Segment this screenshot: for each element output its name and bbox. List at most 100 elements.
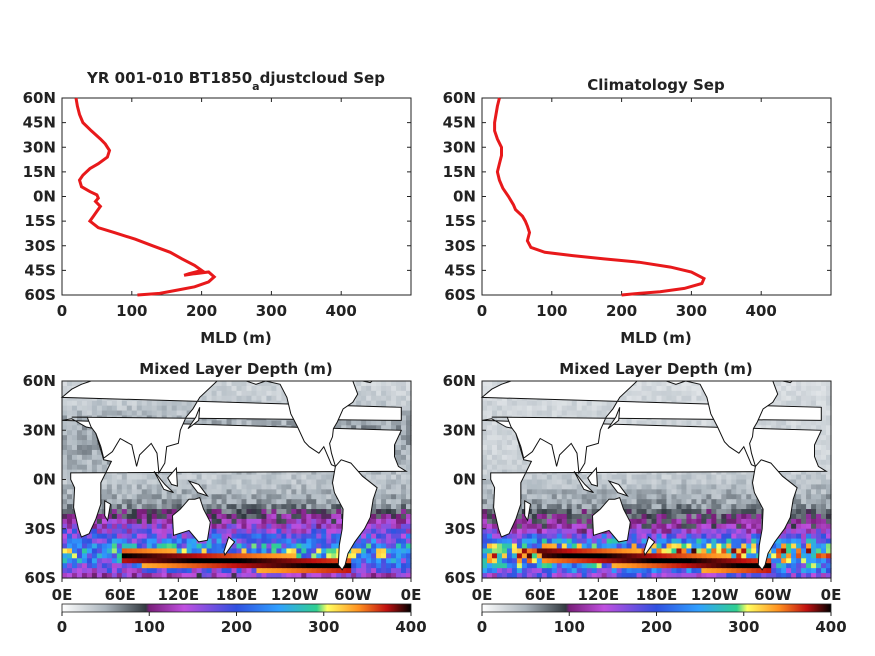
map-cell [751, 513, 757, 520]
map-cell [101, 523, 108, 530]
map-cell [96, 449, 103, 456]
map-cell [371, 395, 377, 402]
map-cell [571, 513, 578, 520]
map-cell [62, 484, 68, 490]
map-cell [96, 518, 103, 525]
map-cell [291, 553, 297, 559]
map-cell [66, 410, 73, 417]
map-cell [306, 573, 312, 579]
map-cell [561, 479, 568, 486]
map-cell [366, 474, 372, 481]
map-cell [161, 533, 168, 540]
map-cell [751, 494, 757, 500]
map-cell [676, 484, 683, 490]
map-cell [211, 523, 218, 530]
map-cell [706, 494, 712, 500]
map-cell [501, 459, 508, 466]
map-cell [66, 568, 73, 574]
map-cell [401, 425, 407, 431]
map-cell [151, 509, 158, 515]
map-cell [641, 420, 648, 426]
map-cell [106, 518, 113, 525]
map-cell [281, 489, 287, 495]
map-cell [391, 543, 397, 550]
map-cell [226, 518, 233, 525]
map-cell [482, 445, 488, 451]
map-cell [356, 568, 362, 574]
y-tick-label: 30S [24, 237, 56, 255]
map-cell [586, 494, 593, 500]
map-cell [381, 494, 387, 500]
map-cell [396, 474, 402, 481]
map-cell [71, 445, 78, 451]
map-cell [221, 538, 228, 545]
map-cell [541, 484, 548, 490]
map-cell [146, 499, 153, 505]
map-cell [366, 543, 372, 550]
map-cell [271, 390, 277, 397]
map-cell [571, 479, 578, 486]
map-cell [666, 499, 673, 505]
map-cell [62, 390, 68, 397]
map-cell [81, 464, 88, 471]
map-cell [486, 484, 493, 490]
map-cell [316, 504, 322, 510]
map-cell [816, 484, 822, 490]
map-cell [641, 385, 648, 392]
map-cell [806, 469, 812, 476]
map-cell [251, 513, 258, 520]
map-cell [151, 494, 158, 500]
map-cell [261, 533, 268, 540]
map-cell [541, 494, 548, 500]
map-cell [586, 400, 593, 407]
map-cell [491, 400, 498, 407]
map-cell [171, 563, 178, 569]
map-cell [161, 509, 168, 515]
map-cell [316, 523, 322, 530]
map-cell [161, 405, 168, 412]
map-cell [191, 548, 198, 554]
map-cell [281, 538, 287, 545]
map-cell [81, 568, 88, 574]
map-cell [696, 385, 702, 392]
map-cell [401, 400, 407, 407]
map-cell [241, 494, 248, 500]
map-cell [656, 390, 663, 397]
map-cell [651, 499, 658, 505]
map-cell [136, 573, 143, 579]
map-cell [196, 553, 203, 559]
map-cell [241, 573, 248, 579]
map-cell [131, 518, 138, 525]
map-cell [221, 523, 228, 530]
map-cell [651, 385, 658, 392]
map-cell [126, 518, 133, 525]
map-cell [306, 523, 312, 530]
x-ticks: 0E 60E 120E 180E 120W 60W 0E [52, 578, 421, 604]
map-cell [171, 509, 178, 515]
map-cell [661, 489, 668, 495]
map-cell [516, 400, 523, 407]
map-cell [71, 568, 78, 574]
map-cell [671, 499, 678, 505]
map-cell [156, 405, 163, 412]
map-cell [166, 499, 173, 505]
map-cell [62, 469, 68, 476]
map-cell [601, 489, 608, 495]
map-cell [666, 513, 673, 520]
map-cell [636, 420, 643, 426]
map-cell [66, 553, 73, 559]
map-cell [506, 459, 513, 466]
map-cell [606, 494, 613, 500]
map-cell [156, 563, 163, 569]
map-cell [681, 499, 688, 505]
map-cell [201, 548, 208, 554]
map-cell [256, 509, 263, 515]
map-cell [571, 474, 578, 481]
map-cell [826, 440, 832, 446]
map-cell [116, 499, 123, 505]
map-cell [96, 538, 103, 545]
map-cell [196, 543, 203, 550]
map-cell [201, 563, 208, 569]
map-cell [231, 563, 238, 569]
map-cell [821, 400, 827, 407]
